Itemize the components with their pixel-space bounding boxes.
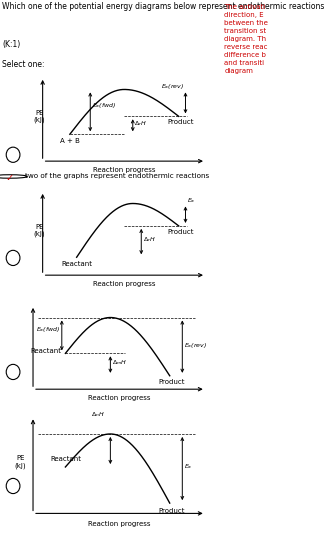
Text: two of the graphs represent endothermic reactions: two of the graphs represent endothermic … [25, 173, 209, 180]
Text: $\Delta_n H$: $\Delta_n H$ [91, 410, 105, 419]
Text: Reactant: Reactant [61, 261, 92, 267]
Text: $E_a$(fwd): $E_a$(fwd) [92, 102, 116, 110]
Text: Reaction progress: Reaction progress [93, 167, 156, 173]
Text: $E_a$(rev): $E_a$(rev) [161, 81, 184, 91]
Text: $E_a$(rev): $E_a$(rev) [184, 340, 207, 350]
Text: $\Delta_m H$: $\Delta_m H$ [112, 358, 128, 368]
Text: Product: Product [158, 379, 185, 385]
Text: Product: Product [167, 118, 194, 124]
Text: ✓: ✓ [6, 173, 14, 182]
Text: Reactant: Reactant [50, 456, 81, 462]
Text: Product: Product [167, 229, 194, 235]
Text: Which one of the potential energy diagrams below represent endothermic reactions: Which one of the potential energy diagra… [2, 2, 325, 11]
Text: $\Delta_r H$: $\Delta_r H$ [143, 236, 156, 244]
Text: Select one:: Select one: [2, 60, 45, 70]
Text: Product: Product [158, 508, 185, 514]
Text: $E_a$: $E_a$ [184, 463, 193, 471]
Text: A + B: A + B [60, 138, 80, 144]
Text: PE
(kJ): PE (kJ) [33, 224, 45, 237]
Text: $E_a$: $E_a$ [187, 197, 196, 205]
Text: The activati
direction, E
between the
transition st
diagram. Th
reverse reac
dif: The activati direction, E between the tr… [224, 4, 268, 74]
Text: Reactant: Reactant [31, 349, 62, 355]
Text: PE
(kJ): PE (kJ) [33, 110, 45, 123]
Text: $\Delta_r H$: $\Delta_r H$ [134, 119, 147, 128]
Text: Reaction progress: Reaction progress [93, 281, 156, 287]
Text: $E_a$(fwd): $E_a$(fwd) [36, 325, 60, 334]
Text: PE
(kJ): PE (kJ) [15, 455, 26, 469]
Text: Reaction progress: Reaction progress [88, 395, 151, 401]
Text: Reaction progress: Reaction progress [88, 521, 151, 527]
Text: (K:1): (K:1) [2, 40, 21, 49]
